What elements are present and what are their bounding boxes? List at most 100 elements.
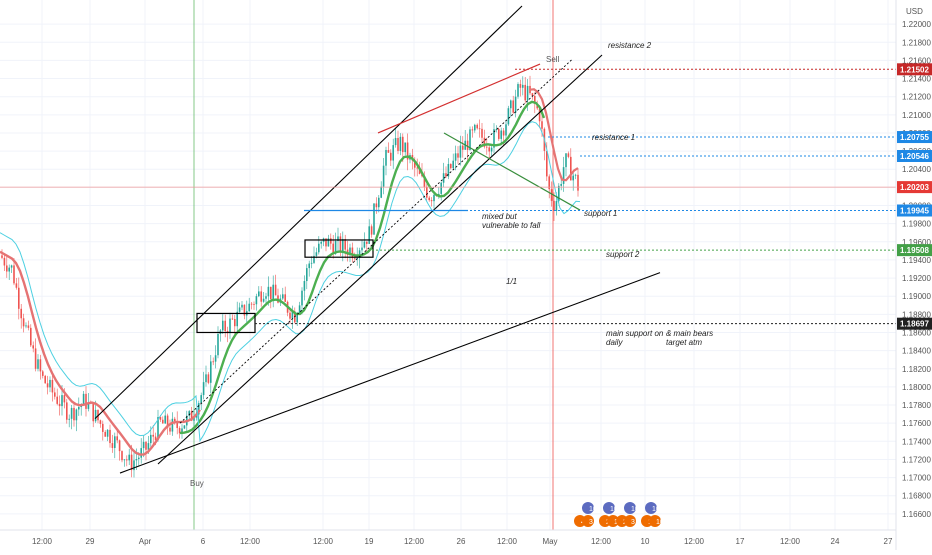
event-badges[interactable]: 101010104321231010 (574, 502, 664, 527)
candle-body-230 (553, 200, 555, 211)
x-tick-12: 10 (641, 537, 650, 546)
candle-body-137 (330, 238, 332, 244)
candle-body-121 (291, 311, 294, 319)
candle-body-166 (399, 136, 402, 151)
candle-body-61 (147, 443, 150, 450)
candle-body-29 (70, 407, 73, 419)
candle-body-131 (315, 252, 318, 256)
label-mixed-1: mixed but (482, 212, 517, 221)
y-tick-5: 1.21000 (902, 111, 931, 120)
y-tick-23: 1.17400 (902, 437, 931, 446)
candle-body-97 (234, 319, 236, 327)
candle-body-151 (363, 241, 366, 248)
candle-body-204 (490, 147, 493, 152)
candle-body-173 (416, 167, 418, 169)
candle-body-155 (373, 203, 375, 235)
candle-body-191 (459, 145, 462, 158)
candle-body-71 (171, 418, 174, 432)
candle-body-38 (92, 402, 94, 422)
x-tick-9: 12:00 (497, 537, 518, 546)
candle-body-168 (404, 142, 406, 153)
candle-body-47 (114, 436, 116, 448)
y-axis: USD 1.220001.218001.216001.214001.212001… (895, 0, 932, 550)
candle-body-6 (15, 283, 18, 288)
y-tick-16: 1.18800 (902, 310, 931, 319)
y-tick-3: 1.21400 (902, 75, 931, 84)
x-tick-0: 12:00 (32, 537, 53, 546)
candle-body-41 (99, 420, 102, 424)
candle-body-31 (75, 409, 78, 421)
candle-body-208 (500, 130, 502, 139)
label-support-1: support 1 (584, 209, 617, 218)
candle-body-110 (265, 296, 267, 299)
x-tick-4: 12:00 (240, 537, 261, 546)
candle-body-103 (248, 303, 250, 312)
candle-body-225 (541, 121, 543, 129)
candle-body-239 (574, 174, 577, 176)
candle-body-105 (253, 304, 255, 305)
y-tick-1: 1.21800 (902, 38, 931, 47)
y-tick-22: 1.17600 (902, 419, 931, 428)
candle-body-215 (517, 84, 519, 97)
candle-body-132 (318, 243, 320, 253)
price-tag-bg-4 (897, 204, 932, 217)
candle-body-75 (181, 428, 183, 434)
candle-body-188 (452, 160, 454, 169)
consolidation-box-2 (304, 239, 374, 258)
candle-body-163 (392, 145, 394, 161)
candle-body-48 (116, 436, 118, 441)
channel-upper-line (94, 5, 523, 420)
candle-body-190 (457, 153, 459, 158)
candle-body-139 (334, 240, 337, 254)
candle-body-185 (445, 173, 447, 177)
x-tick-10: May (542, 537, 557, 546)
candle-body-42 (102, 423, 104, 432)
candle-body-18 (44, 375, 46, 384)
candle-body-11 (27, 325, 30, 328)
event-badge-11 (649, 515, 661, 527)
candle-body-25 (61, 395, 63, 407)
candle-body-15 (37, 359, 39, 369)
candle-body-210 (505, 124, 507, 136)
candle-body-153 (368, 226, 370, 244)
candle-body-154 (370, 226, 373, 235)
candle-body-212 (510, 100, 512, 109)
y-tick-13: 1.19400 (902, 256, 931, 265)
candle-body-86 (207, 374, 210, 383)
y-tick-4: 1.21200 (902, 93, 931, 102)
candle-body-56 (135, 459, 138, 461)
candle-body-35 (85, 393, 87, 409)
candle-body-196 (471, 129, 474, 131)
candle-body-95 (229, 318, 231, 334)
candle-body-136 (327, 238, 330, 247)
candle-body-146 (351, 247, 354, 259)
candle-body-156 (375, 203, 378, 208)
candle-body-67 (162, 419, 164, 424)
candle-body-202 (486, 146, 488, 148)
candle-body-200 (481, 128, 483, 138)
label-sell: Sell (546, 55, 560, 64)
candle-body-54 (130, 454, 133, 471)
candle-body-59 (142, 441, 145, 449)
candle-body-26 (63, 395, 66, 403)
grid-lines (0, 0, 896, 530)
y-tick-14: 1.19200 (902, 274, 931, 283)
candle-body-174 (418, 168, 421, 174)
candle-body-125 (301, 290, 303, 306)
candle-body-143 (344, 239, 346, 250)
event-badge-label-5: 3 (589, 519, 593, 526)
candle-body-109 (262, 298, 265, 302)
candle-body-233 (560, 183, 562, 186)
candle-body-82 (198, 403, 200, 415)
candle-body-124 (298, 305, 301, 314)
y-tick-27: 1.16600 (902, 510, 931, 519)
candle-body-172 (414, 160, 416, 168)
candle-body-194 (466, 140, 469, 150)
candle-body-30 (73, 407, 75, 421)
candle-body-90 (217, 333, 219, 356)
annotations: resistance 2 resistance 1 support 1 supp… (190, 41, 713, 488)
candle-body-45 (109, 429, 111, 444)
candle-body-169 (406, 142, 409, 160)
